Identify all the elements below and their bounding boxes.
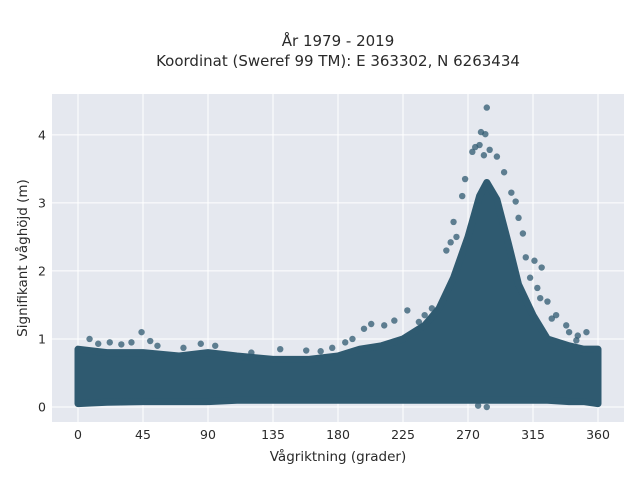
scatter-point xyxy=(512,198,519,205)
scatter-point xyxy=(147,337,154,345)
scatter-point xyxy=(138,328,145,336)
chart-title-line-2: Koordinat (Sweref 99 TM): E 363302, N 62… xyxy=(156,52,520,70)
scatter-point xyxy=(474,402,482,409)
scatter-point xyxy=(483,403,490,411)
scatter-point xyxy=(537,294,544,302)
scatter-point xyxy=(548,315,555,322)
scatter-point xyxy=(428,305,436,312)
scatter-point xyxy=(526,274,534,281)
scatter-point xyxy=(421,311,428,319)
scatter-point xyxy=(563,322,570,329)
scatter-point xyxy=(154,342,161,349)
scatter-point xyxy=(447,239,454,246)
x-tick-label: 90 xyxy=(200,427,216,442)
scatter-point xyxy=(391,317,398,324)
scatter-point xyxy=(469,148,476,156)
scatter-point xyxy=(538,264,545,271)
x-tick-label: 225 xyxy=(391,427,415,442)
scatter-point xyxy=(118,341,125,348)
scatter-point xyxy=(552,311,560,319)
y-tick-label: 2 xyxy=(38,263,46,278)
scatter-point xyxy=(583,328,590,336)
scatter-point xyxy=(453,233,460,241)
scatter-point xyxy=(476,141,483,149)
scatter-point xyxy=(534,284,541,292)
scatter-point xyxy=(106,339,113,346)
scatter-point xyxy=(482,130,489,138)
scatter-point xyxy=(531,257,538,264)
scatter-point xyxy=(197,340,204,347)
x-tick-label: 180 xyxy=(326,427,350,442)
scatter-point xyxy=(329,344,336,352)
scatter-point xyxy=(565,328,573,336)
scatter-point xyxy=(519,230,527,237)
chart-title-line-1: År 1979 - 2019 xyxy=(282,31,395,50)
scatter-point xyxy=(573,337,580,344)
y-tick-label: 4 xyxy=(38,127,46,142)
scatter-point xyxy=(248,349,255,356)
scatter-point xyxy=(95,340,102,347)
x-tick-label: 45 xyxy=(135,427,151,442)
scatter-point xyxy=(500,169,508,176)
tick-labels: 0 45 90 135 180 225 270 315 360 0 1 2 3 4 xyxy=(38,127,610,442)
y-tick-label: 1 xyxy=(38,331,46,346)
scatter-point xyxy=(515,214,522,222)
scatter-point xyxy=(381,322,388,329)
scatter-point xyxy=(277,345,284,353)
x-tick-label: 315 xyxy=(521,427,545,442)
scatter-point xyxy=(461,175,469,183)
scatter-point xyxy=(544,298,551,305)
scatter-point xyxy=(342,339,349,346)
scatter-point xyxy=(459,192,466,200)
scatter-outlier-points xyxy=(86,104,590,411)
y-tick-label: 3 xyxy=(38,195,46,210)
scatter-point xyxy=(128,339,135,346)
scatter-point xyxy=(493,153,501,160)
point-cloud-region xyxy=(74,178,602,408)
x-axis-title: Vågriktning (grader) xyxy=(270,448,407,465)
scatter-point-cloud xyxy=(74,178,602,408)
y-tick-label: 0 xyxy=(38,400,46,415)
scatter-point xyxy=(404,307,411,314)
x-tick-label: 270 xyxy=(456,427,480,442)
x-tick-label: 135 xyxy=(261,427,285,442)
scatter-point xyxy=(303,347,310,354)
x-tick-label: 360 xyxy=(586,427,610,442)
scatter-point xyxy=(368,320,375,328)
scatter-point xyxy=(317,348,324,355)
y-axis-title: Signifikant våghöjd (m) xyxy=(14,179,31,337)
scatter-point xyxy=(86,335,93,343)
scatter-point xyxy=(483,104,490,111)
scatter-point xyxy=(480,152,488,159)
scatter-point xyxy=(180,344,187,352)
x-tick-label: 0 xyxy=(74,427,82,442)
scatter-point xyxy=(443,247,450,254)
scatter-point xyxy=(486,146,493,154)
scatter-point xyxy=(450,218,457,226)
scatter-point xyxy=(522,254,529,261)
scatter-point xyxy=(212,342,219,349)
scatter-point xyxy=(360,325,368,332)
scatter-point xyxy=(349,335,356,343)
scatter-point xyxy=(508,189,515,196)
scatter-point xyxy=(415,318,423,326)
